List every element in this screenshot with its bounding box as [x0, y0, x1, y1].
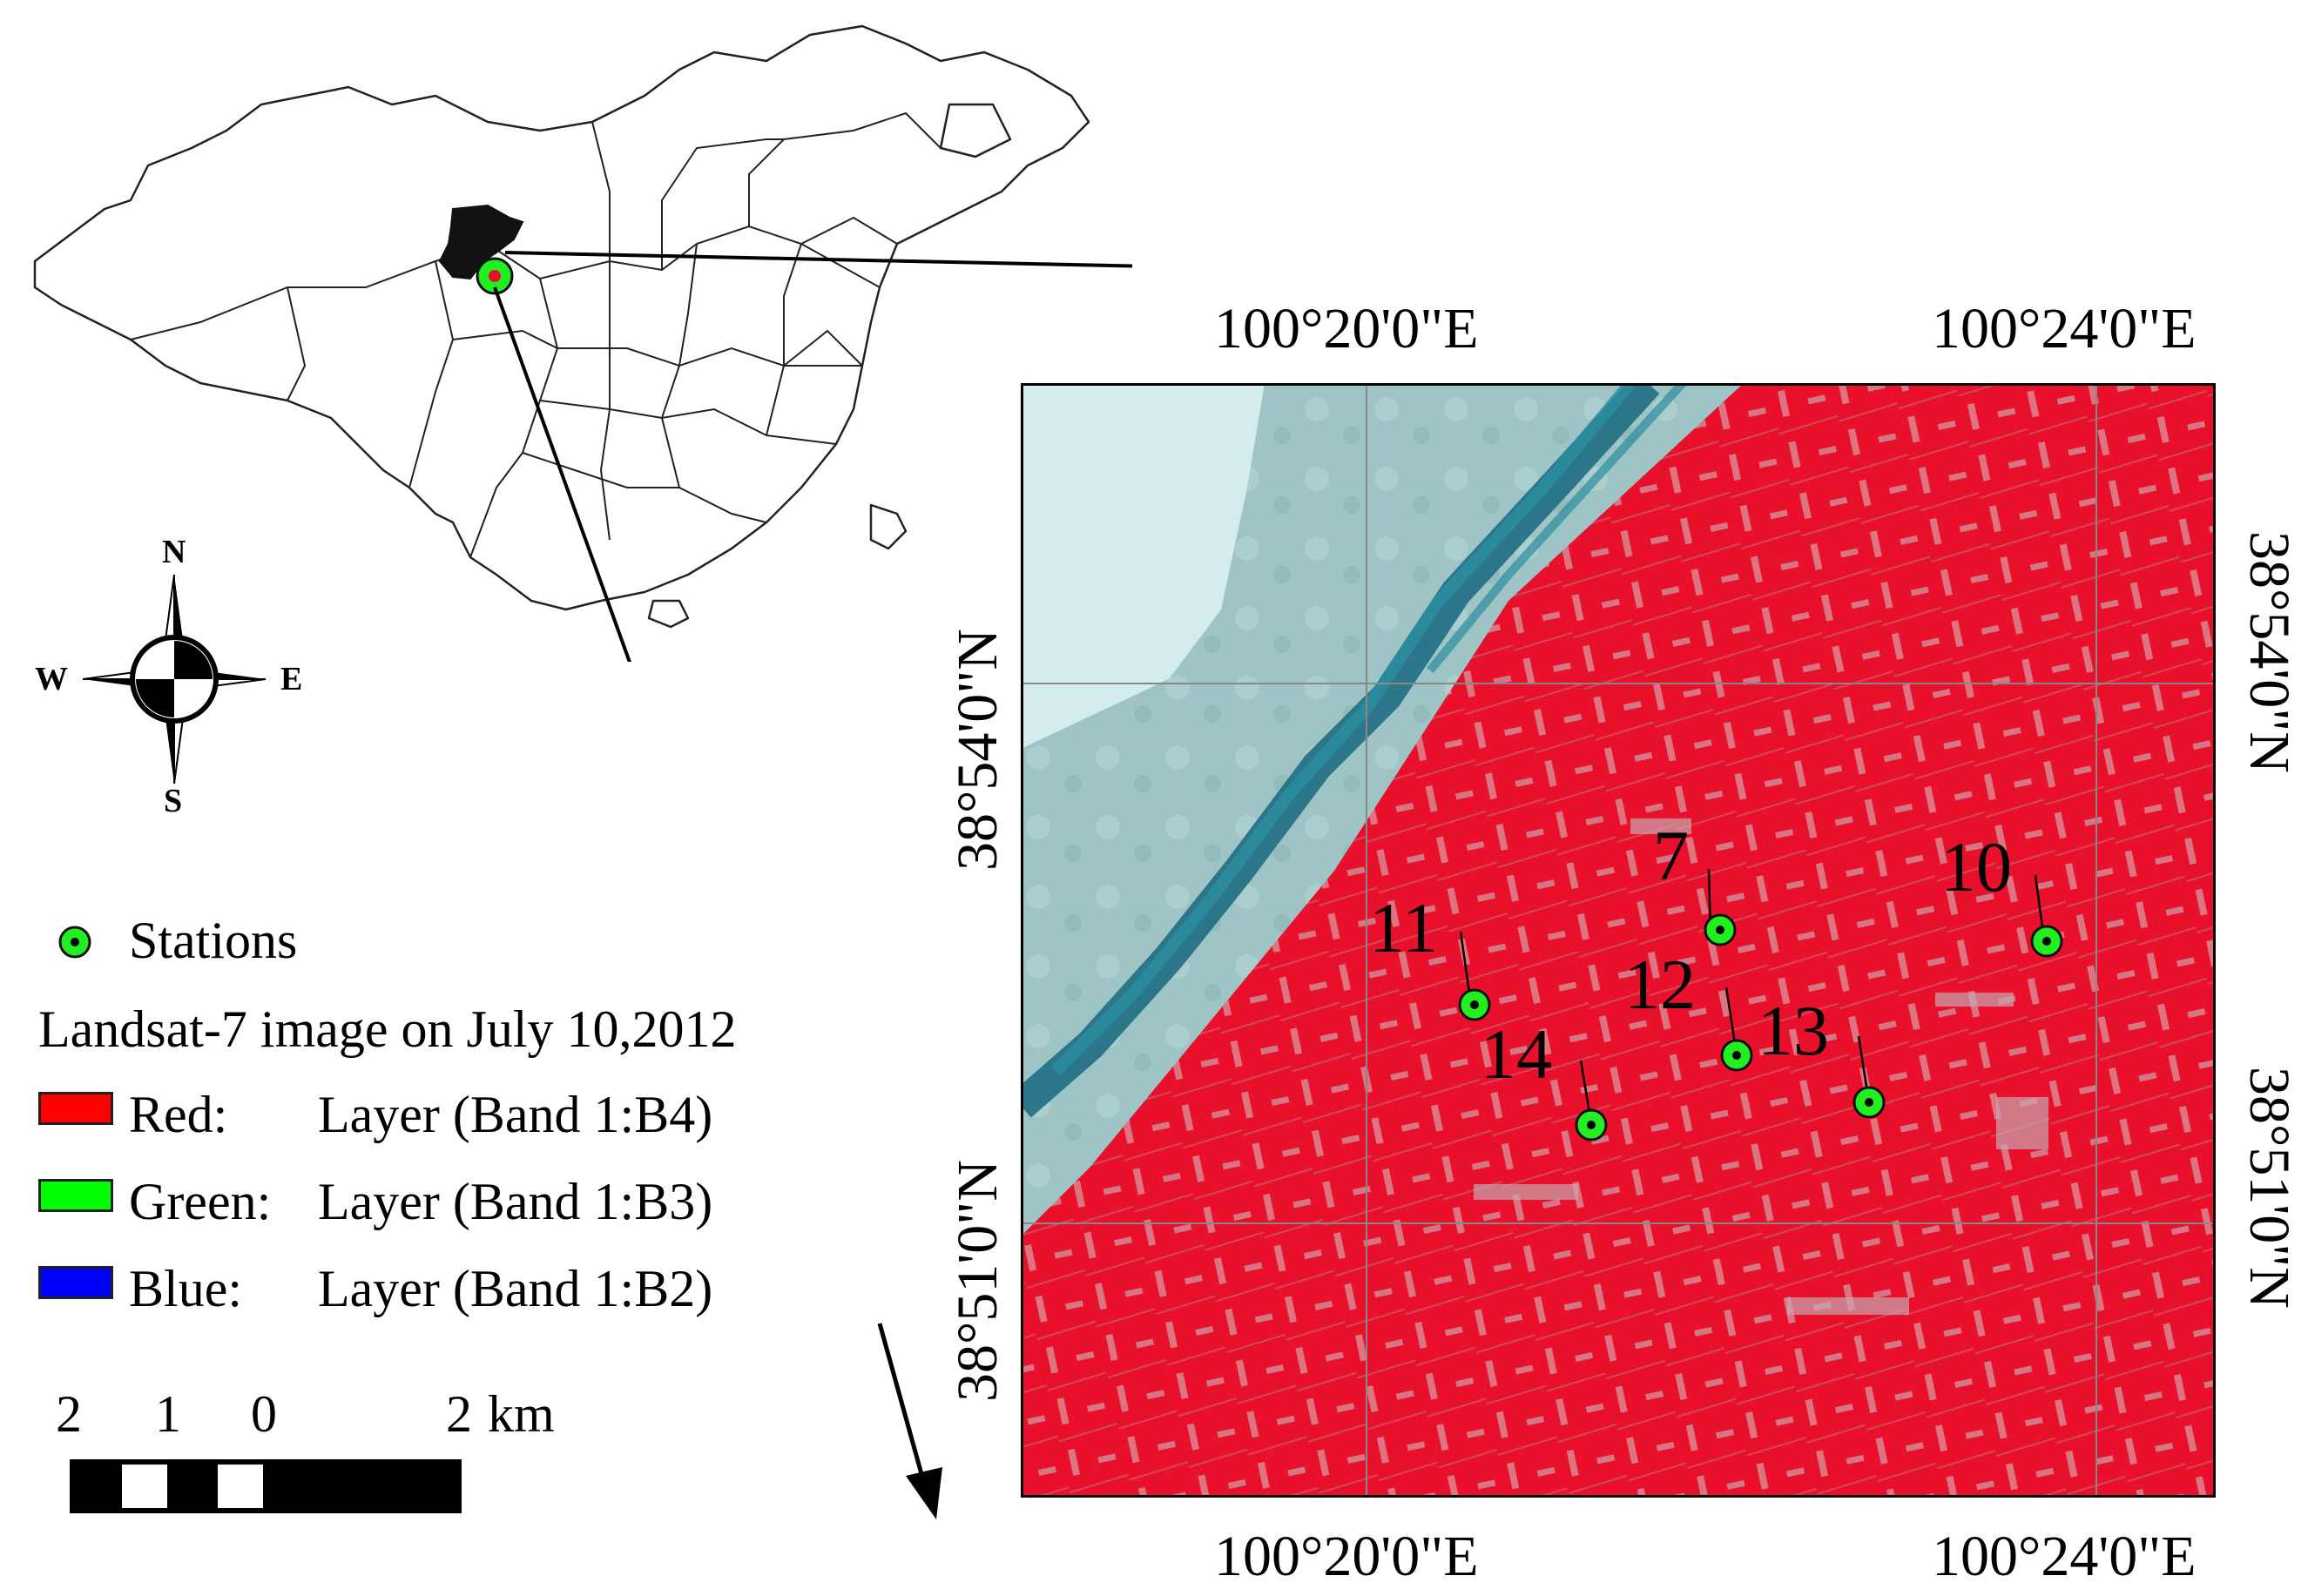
station-label-11: 11 [1369, 888, 1438, 967]
legend-green-swatch [38, 1179, 113, 1212]
station-13 [1852, 1086, 1886, 1119]
lon-label-bottom-right: 100°24'0"E [1932, 1525, 2197, 1588]
legend-green-channel: Green: [129, 1173, 272, 1230]
scale-label-2-left: 2 [56, 1385, 82, 1443]
legend-red-layer: Layer (Band 1:B4) [318, 1086, 713, 1143]
station-14 [1575, 1108, 1608, 1141]
china-locator-map [33, 24, 1132, 662]
scale-label-2-right: 2 [446, 1385, 472, 1443]
lon-label-top-left: 100°20'0"E [1214, 297, 1479, 360]
north-arrow-compass [82, 574, 267, 785]
legend-image-caption: Landsat-7 image on July 10,2012 [38, 1000, 737, 1058]
lat-label-left-upper: 38°54'0"N [946, 629, 1009, 871]
lon-label-top-right: 100°24'0"E [1932, 297, 2197, 360]
station-7 [1704, 913, 1737, 946]
legend-blue-channel: Blue: [129, 1260, 242, 1317]
station-label-12: 12 [1624, 945, 1696, 1024]
legend-blue-swatch [38, 1266, 113, 1299]
lat-label-right-lower: 38°51'0"N [2237, 1067, 2301, 1309]
lat-label-right-upper: 38°54'0"N [2237, 531, 2301, 773]
scale-unit: km [488, 1385, 555, 1443]
scale-label-0: 0 [251, 1385, 277, 1443]
compass-s: S [164, 783, 183, 819]
station-label-7: 7 [1653, 816, 1689, 895]
lat-label-left-lower: 38°51'0"N [946, 1160, 1009, 1402]
landsat-image [1021, 383, 2216, 1498]
legend-red-swatch [38, 1092, 113, 1125]
station-label-13: 13 [1758, 991, 1829, 1070]
legend-blue-layer: Layer (Band 1:B2) [318, 1260, 713, 1317]
scale-label-1: 1 [155, 1385, 181, 1443]
station-11 [1458, 988, 1491, 1021]
scale-bar-graphic [70, 1459, 462, 1513]
compass-e: E [280, 661, 303, 697]
china-outline [33, 24, 1090, 611]
pointer-arrow-down [877, 1323, 942, 1519]
station-10 [2030, 925, 2063, 958]
compass-n: N [162, 534, 186, 570]
lon-label-bottom-left: 100°20'0"E [1214, 1525, 1479, 1588]
legend-red-channel: Red: [129, 1086, 228, 1143]
legend-stations-label: Stations [129, 912, 298, 969]
station-label-14: 14 [1481, 1014, 1552, 1094]
station-label-10: 10 [1940, 827, 2012, 906]
station-legend-icon [58, 926, 91, 959]
legend-green-layer: Layer (Band 1:B3) [318, 1173, 713, 1230]
station-markers [1458, 913, 2063, 1141]
compass-w: W [35, 661, 68, 697]
station-12 [1720, 1039, 1753, 1072]
